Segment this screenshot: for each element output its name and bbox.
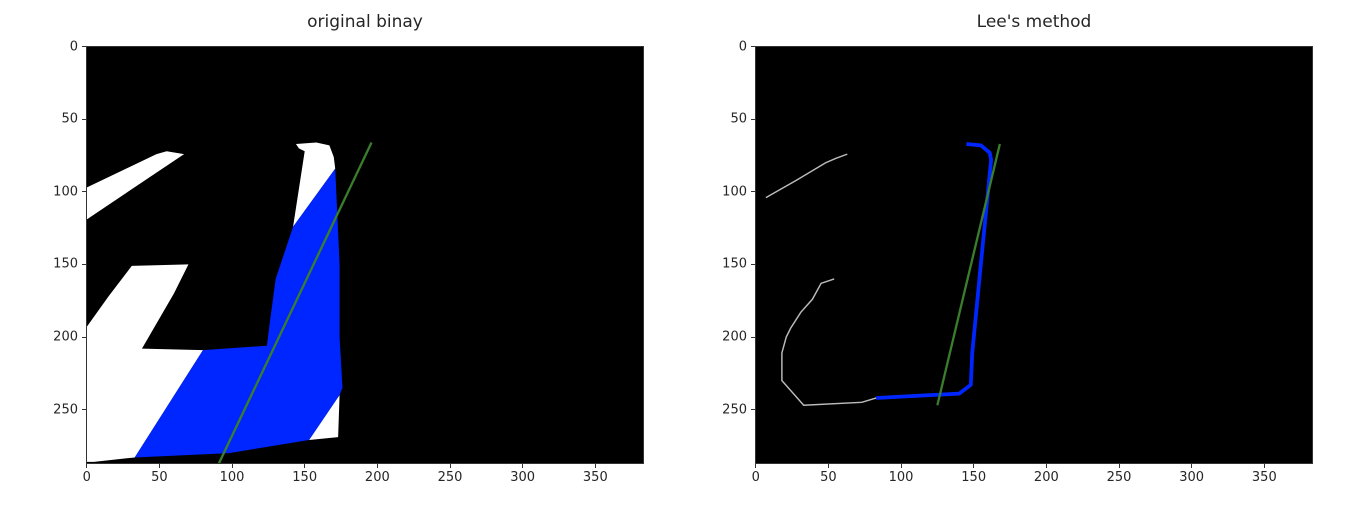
y-tick-label: 0 [738,39,747,55]
y-tick-mark [82,263,86,265]
x-tick-label: 50 [151,470,168,485]
x-tick-label: 200 [1033,470,1059,485]
y-tick-mark [82,409,86,411]
skeleton-line-lower [781,278,877,406]
x-tick-mark [449,464,451,468]
x-tick-mark [376,464,378,468]
x-tick-label: 300 [510,470,536,485]
y-tick-label: 200 [722,329,747,345]
y-tick-mark [82,46,86,48]
x-tick-mark [1118,464,1120,468]
white-stem [293,142,336,227]
left-image [86,46,644,464]
blue-region [134,168,343,458]
x-tick-label: 100 [219,470,245,485]
x-tick-label: 350 [1251,470,1277,485]
y-tick-label: 250 [722,402,747,418]
x-tick-label: 350 [582,470,608,485]
y-tick-label: 250 [53,402,78,418]
x-tick-label: 300 [1179,470,1205,485]
x-tick-label: 50 [820,470,837,485]
fit-line [217,142,373,464]
left-axes: 0 50 100 150 200 250 300 350 0 50 100 150 200 250 [53,39,644,485]
left-title: original binay [307,12,423,32]
x-tick-mark [594,464,596,468]
x-tick-label: 250 [1106,470,1132,485]
x-tick-label: 150 [292,470,318,485]
x-tick-mark [1191,464,1193,468]
white-band [86,151,185,220]
right-axes: 0 50 100 150 200 250 300 350 0 50 100 150 200 250 [722,39,1313,485]
y-tick-mark [82,336,86,338]
y-tick-mark [751,336,755,338]
y-tick-mark [751,118,755,120]
x-tick-mark [755,464,757,468]
x-tick-mark [1045,464,1047,468]
x-tick-label: 0 [82,470,91,485]
x-tick-mark [827,464,829,468]
y-tick-mark [82,118,86,120]
x-tick-mark [900,464,902,468]
white-l-shape [86,264,203,462]
x-tick-mark [973,464,975,468]
y-tick-label: 50 [61,111,78,127]
y-tick-label: 0 [69,39,78,55]
x-tick-label: 100 [888,470,914,485]
x-tick-mark [231,464,233,468]
x-tick-mark [86,464,88,468]
skeleton-line-upper [765,153,848,199]
x-tick-label: 150 [961,470,987,485]
x-tick-mark [522,464,524,468]
x-tick-label: 250 [437,470,463,485]
y-tick-label: 50 [730,111,747,127]
y-tick-label: 100 [722,184,747,200]
y-tick-mark [751,46,755,48]
selected-skeleton [876,142,994,400]
image-background [755,46,1313,464]
y-tick-label: 100 [53,184,78,200]
right-title: Lee's method [976,12,1092,32]
y-tick-mark [751,409,755,411]
x-tick-mark [304,464,306,468]
right-image [755,46,1313,464]
y-tick-mark [82,191,86,193]
y-tick-mark [751,263,755,265]
x-tick-mark [1263,464,1265,468]
y-tick-label: 150 [722,256,747,272]
y-tick-label: 150 [53,256,78,272]
x-tick-mark [158,464,160,468]
x-tick-label: 200 [364,470,390,485]
y-tick-label: 200 [53,329,78,345]
fit-line [936,143,1001,406]
x-tick-label: 0 [751,470,760,485]
y-tick-mark [751,191,755,193]
